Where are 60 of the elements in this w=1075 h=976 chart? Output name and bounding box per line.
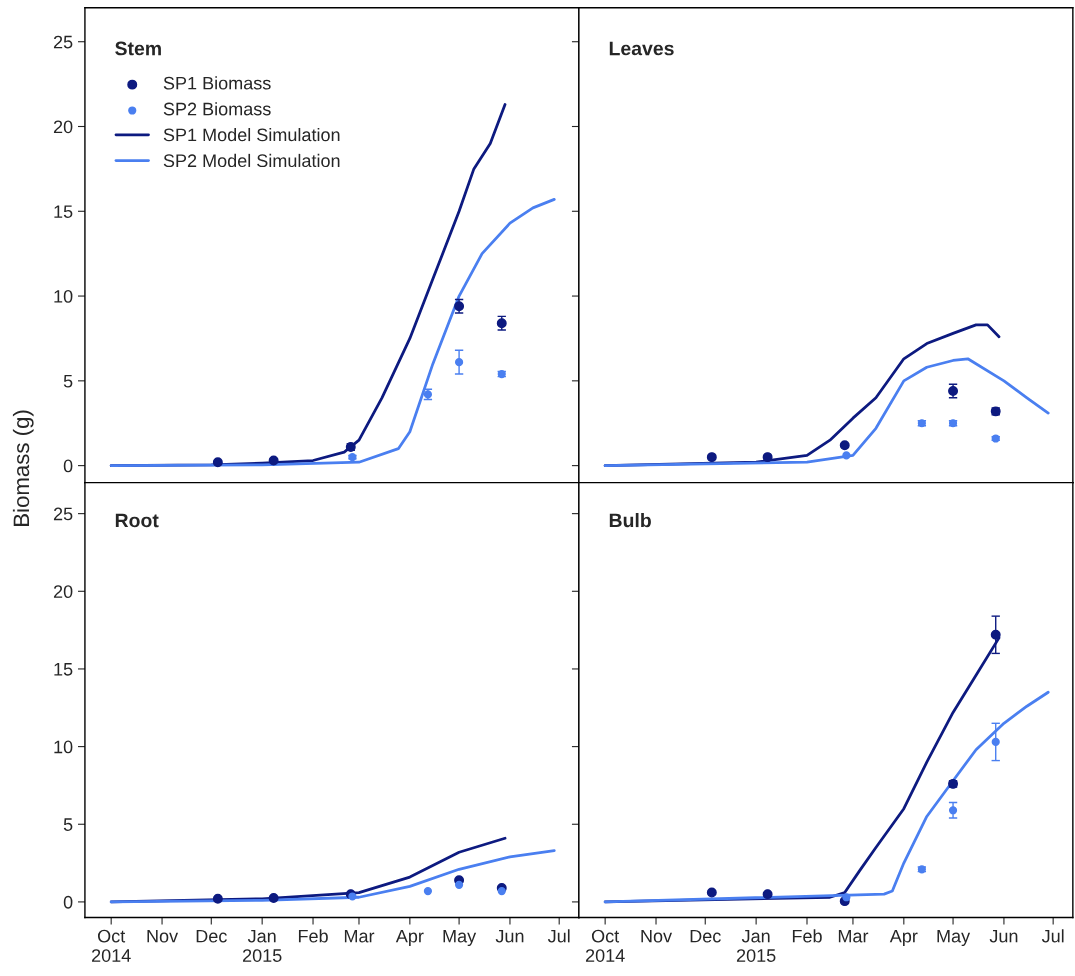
x-tick-label: Jan 2015 (242, 929, 282, 962)
x-tick-label: Nov (641, 929, 673, 943)
y-axis-title: Biomass (g) (12, 410, 34, 526)
y-tick-label: 5 (63, 818, 73, 831)
x-tick-label: Jul (547, 929, 570, 943)
point (423, 886, 433, 896)
point (842, 451, 851, 460)
x-tick-label: Oct 2014 (92, 929, 131, 962)
x-tick-label: Mar (344, 929, 375, 943)
x-tick-label: Jan 2015 (736, 929, 776, 962)
x-tick-label: Jun (495, 929, 524, 943)
point (268, 455, 279, 466)
x-tick-label: Apr (889, 929, 918, 947)
x-tick-label: Jul (1041, 929, 1064, 943)
y-tick-label: 25 (53, 35, 73, 49)
point (762, 452, 773, 463)
text: Root (115, 513, 159, 528)
legend-label: SP1 Model Simulation (163, 128, 340, 142)
x-tick-label: Apr (395, 929, 424, 947)
point (706, 887, 717, 898)
y-tick-label: 25 (53, 507, 73, 521)
point (839, 440, 850, 451)
y-tick-label: 20 (53, 120, 73, 134)
y-tick-label: 5 (63, 374, 73, 388)
y-tick-label: 20 (53, 585, 73, 599)
point (268, 893, 279, 904)
point (454, 880, 464, 889)
y-tick-label: 10 (54, 740, 73, 754)
legend-label: SP2 Model Simulation (163, 153, 340, 168)
y-tick-label: 15 (54, 663, 73, 676)
y-tick-label: 0 (63, 459, 73, 473)
point (212, 457, 223, 468)
point (497, 886, 506, 896)
x-tick-label: Feb (298, 929, 328, 943)
x-tick-label: May (443, 929, 477, 947)
x-tick-label: May (937, 929, 971, 947)
text: Stem (115, 41, 161, 56)
text: Bulb (609, 513, 651, 528)
y-tick-label: 0 (63, 895, 73, 909)
point (212, 893, 223, 904)
x-tick-label: Jun (989, 929, 1018, 943)
line-series (109, 198, 556, 468)
point (842, 893, 851, 902)
x-tick-label: Nov (147, 929, 179, 943)
legend-label: SP2 Biomass (163, 102, 271, 116)
point (762, 889, 773, 900)
x-tick-label: Dec (196, 929, 227, 943)
x-tick-label: Mar (838, 929, 869, 943)
line-series (109, 849, 556, 904)
text: Leaves (609, 41, 674, 56)
legend-label: SP1 Biomass (163, 76, 271, 90)
y-tick-label: 15 (54, 205, 73, 218)
x-tick-label: Feb (792, 929, 822, 943)
x-tick-label: Oct 2014 (585, 929, 625, 962)
y-tick-label: 10 (54, 289, 73, 303)
point (454, 358, 464, 367)
point (706, 452, 717, 463)
point (948, 806, 958, 815)
x-tick-label: Dec (690, 929, 721, 943)
point (991, 737, 1000, 747)
